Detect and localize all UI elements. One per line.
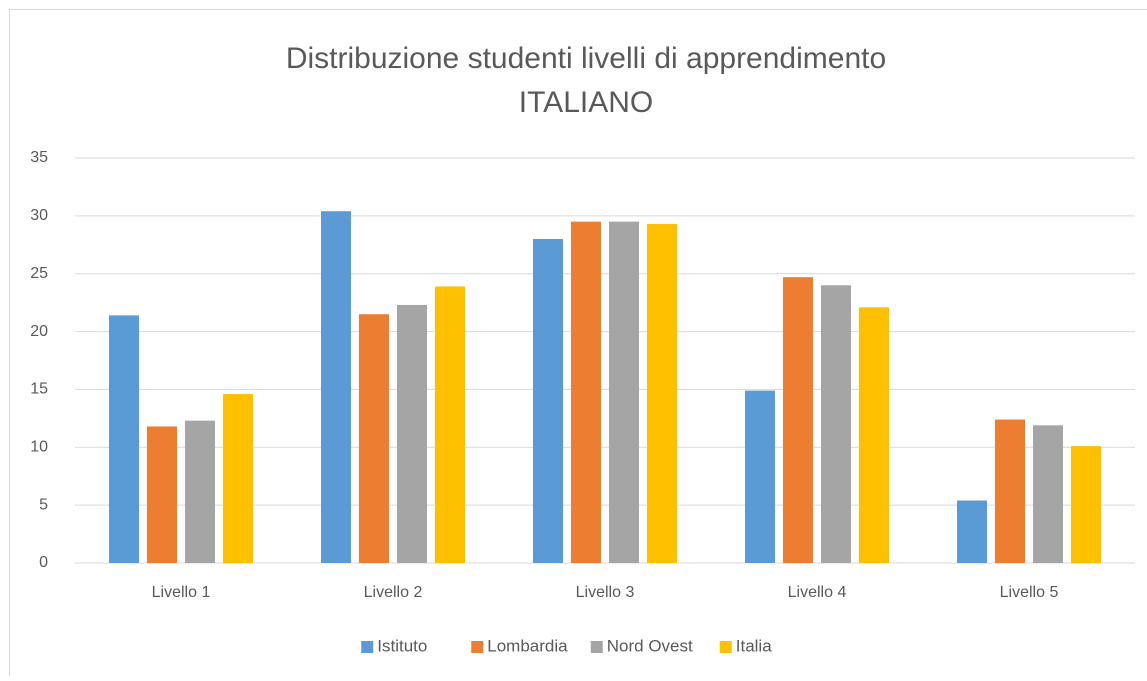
bar <box>1071 446 1101 563</box>
chart-title: ITALIANO <box>519 86 653 119</box>
bar <box>533 239 563 563</box>
bar <box>571 222 601 563</box>
y-tick-label: 20 <box>30 323 48 340</box>
bar <box>745 391 775 563</box>
bar <box>995 420 1025 563</box>
bar <box>397 305 427 563</box>
x-tick-label: Livello 4 <box>788 584 847 601</box>
y-tick-label: 25 <box>30 265 48 282</box>
legend-label: Italia <box>736 636 772 655</box>
bar <box>647 224 677 563</box>
legend-swatch <box>471 641 483 653</box>
x-tick-label: Livello 2 <box>364 584 423 601</box>
legend-label: Nord Ovest <box>607 636 693 655</box>
bar <box>783 277 813 563</box>
y-tick-label: 30 <box>30 207 48 224</box>
bar <box>821 285 851 563</box>
legend-label: Istituto <box>377 636 427 655</box>
bar <box>223 394 253 563</box>
y-tick-label: 35 <box>30 149 48 166</box>
x-tick-label: Livello 3 <box>576 584 635 601</box>
bar <box>321 211 351 563</box>
bar <box>609 222 639 563</box>
bar <box>435 286 465 563</box>
y-tick-label: 5 <box>39 496 48 513</box>
legend-swatch <box>720 641 732 653</box>
x-tick-label: Livello 1 <box>152 584 211 601</box>
legend-label: Lombardia <box>487 636 568 655</box>
bar <box>859 307 889 563</box>
bar <box>957 501 987 563</box>
bar <box>359 314 389 563</box>
y-tick-label: 15 <box>30 381 48 398</box>
x-tick-label: Livello 5 <box>1000 584 1059 601</box>
bar <box>185 421 215 563</box>
bar <box>147 426 177 563</box>
bar <box>109 315 139 563</box>
y-tick-label: 10 <box>30 439 48 456</box>
chart-title: Distribuzione studenti livelli di appren… <box>286 42 886 75</box>
y-tick-label: 0 <box>39 554 48 571</box>
legend-swatch <box>591 641 603 653</box>
bar <box>1033 425 1063 563</box>
legend-swatch <box>361 641 373 653</box>
